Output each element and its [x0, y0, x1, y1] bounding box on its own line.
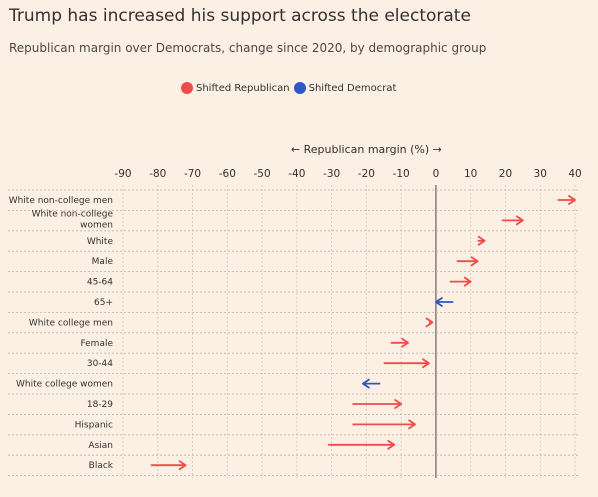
- tick-label: -10: [393, 168, 410, 180]
- red-dot-icon: [181, 82, 193, 94]
- tick-label: 0: [433, 168, 440, 180]
- tick-label: -60: [219, 168, 236, 180]
- row-label: Male: [92, 257, 114, 267]
- row-label: 30-44: [87, 359, 113, 369]
- row-label: Female: [80, 339, 113, 349]
- tick-label: 20: [499, 168, 512, 180]
- arrow-head-icon: [394, 399, 403, 409]
- arrow-head-icon: [463, 276, 472, 287]
- arrow-head-icon: [425, 317, 434, 328]
- blue-dot-icon: [293, 82, 306, 94]
- row-label: White non-college women: [32, 209, 114, 230]
- arrow-head-icon: [408, 419, 416, 430]
- chart-subtitle: Republican margin over Democrats, change…: [9, 41, 487, 55]
- tick-label: -80: [149, 168, 166, 180]
- tick-label: -70: [184, 168, 201, 180]
- legend-item-democrat: Shifted Democrat: [293, 82, 397, 94]
- row-label: White college women: [16, 380, 113, 390]
- row-label: White non-college men: [9, 196, 113, 206]
- arrow-head-icon: [362, 378, 370, 389]
- tick-label: -40: [288, 168, 305, 180]
- arrow-head-icon: [477, 235, 486, 246]
- tick-label: 30: [534, 168, 547, 180]
- tick-label: 40: [568, 168, 581, 180]
- chart-title: Trump has increased his support across t…: [9, 6, 471, 26]
- legend-label-republican: Shifted Republican: [196, 82, 290, 94]
- tick-label: -90: [114, 168, 131, 180]
- legend-item-republican: Shifted Republican: [181, 82, 290, 94]
- arrow-head-icon: [515, 215, 524, 226]
- row-label: 65+: [94, 298, 113, 308]
- tick-label: -50: [253, 168, 270, 180]
- row-label: White college men: [29, 318, 113, 328]
- row-label: White: [87, 237, 114, 247]
- arrow-head-icon: [568, 195, 576, 205]
- arrow-head-icon: [422, 358, 430, 369]
- row-label: 45-64: [87, 278, 113, 288]
- row-label: Asian: [88, 441, 113, 451]
- arrow-head-icon: [470, 256, 479, 267]
- legend-label-democrat: Shifted Democrat: [308, 82, 397, 94]
- arrow-head-icon: [401, 337, 410, 348]
- axis-title: ← Republican margin (%) →: [291, 143, 442, 156]
- row-label: Black: [89, 461, 114, 471]
- tick-label: -30: [323, 168, 340, 180]
- arrow-head-icon: [435, 297, 443, 307]
- row-label: 18-29: [87, 400, 113, 410]
- arrow-head-icon: [178, 460, 187, 471]
- legend: Shifted Republican Shifted Democrat: [181, 82, 400, 94]
- tick-label: -20: [358, 168, 375, 180]
- arrow-head-icon: [387, 439, 396, 450]
- tick-label: 10: [464, 168, 477, 180]
- row-label: Hispanic: [75, 420, 113, 430]
